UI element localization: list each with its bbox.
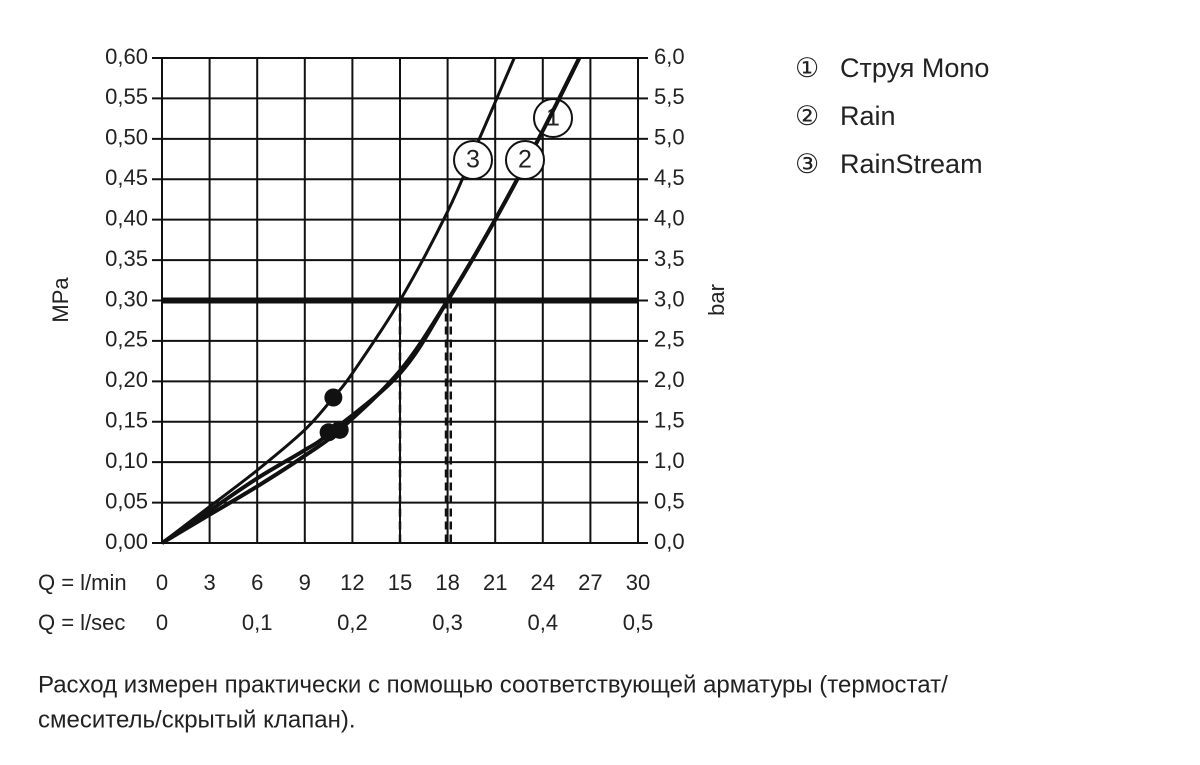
y-tick-label: 0,50 [105, 125, 148, 150]
x-tick-label: 18 [435, 570, 459, 595]
legend-symbol: ① [795, 53, 819, 83]
footnote: Расход измерен практически с помощью соо… [38, 671, 948, 698]
y-tick-label: 0,30 [105, 286, 148, 311]
y2-tick-label: 5,5 [654, 84, 685, 109]
x2-tick-label: 0,4 [528, 610, 559, 635]
y2-tick-label: 6,0 [654, 44, 685, 69]
y2-tick-label: 1,5 [654, 408, 685, 433]
x2-tick-label: 0 [156, 610, 168, 635]
x-tick-label: 0 [156, 570, 168, 595]
y-tick-label: 0,10 [105, 448, 148, 473]
y2-tick-label: 0,5 [654, 488, 685, 513]
x-tick-label: 9 [299, 570, 311, 595]
y2-axis-label: bar [704, 284, 729, 316]
legend-label: Rain [840, 101, 896, 131]
y2-tick-label: 0,0 [654, 529, 685, 554]
x-tick-label: 12 [340, 570, 364, 595]
legend-symbol: ② [795, 101, 819, 131]
x-tick-label: 21 [483, 570, 507, 595]
legend-label: RainStream [840, 149, 983, 179]
y2-tick-label: 3,0 [654, 286, 685, 311]
footnote: смеситель/скрытый клапан). [38, 706, 356, 733]
marker-point [319, 423, 338, 442]
y-tick-label: 0,40 [105, 205, 148, 230]
y-tick-label: 0,15 [105, 408, 148, 433]
curve-label: 1 [546, 104, 560, 132]
legend-label: Струя Mono [840, 53, 989, 83]
curve-label: 3 [466, 146, 480, 174]
marker-point [324, 388, 343, 407]
x-tick-label: 3 [203, 570, 215, 595]
x-row-label: Q = l/min [38, 570, 127, 595]
curve-label: 2 [518, 146, 532, 174]
y-tick-label: 0,35 [105, 246, 148, 271]
y2-tick-label: 2,5 [654, 327, 685, 352]
y2-tick-label: 4,0 [654, 205, 685, 230]
legend-symbol: ③ [795, 149, 819, 179]
y-tick-label: 0,60 [105, 44, 148, 69]
curve-label-circle [505, 140, 545, 180]
y-tick-label: 0,25 [105, 327, 148, 352]
y-tick-label: 0,20 [105, 367, 148, 392]
y2-tick-label: 4,5 [654, 165, 685, 190]
curve-label-circle [453, 140, 493, 180]
x2-tick-label: 0,5 [623, 610, 654, 635]
y-axis-label: MPa [48, 277, 73, 323]
y-tick-label: 0,00 [105, 529, 148, 554]
x-tick-label: 24 [531, 570, 555, 595]
y2-tick-label: 2,0 [654, 367, 685, 392]
y2-tick-label: 1,0 [654, 448, 685, 473]
x-tick-label: 6 [251, 570, 263, 595]
x2-row-label: Q = l/sec [38, 610, 125, 635]
x-tick-label: 30 [626, 570, 650, 595]
x-tick-label: 15 [388, 570, 412, 595]
x-tick-label: 27 [578, 570, 602, 595]
y-tick-label: 0,55 [105, 84, 148, 109]
x2-tick-label: 0,2 [337, 610, 368, 635]
y-tick-label: 0,45 [105, 165, 148, 190]
y2-tick-label: 5,0 [654, 125, 685, 150]
y-tick-label: 0,05 [105, 488, 148, 513]
y2-tick-label: 3,5 [654, 246, 685, 271]
x2-tick-label: 0,1 [242, 610, 273, 635]
x2-tick-label: 0,3 [432, 610, 463, 635]
